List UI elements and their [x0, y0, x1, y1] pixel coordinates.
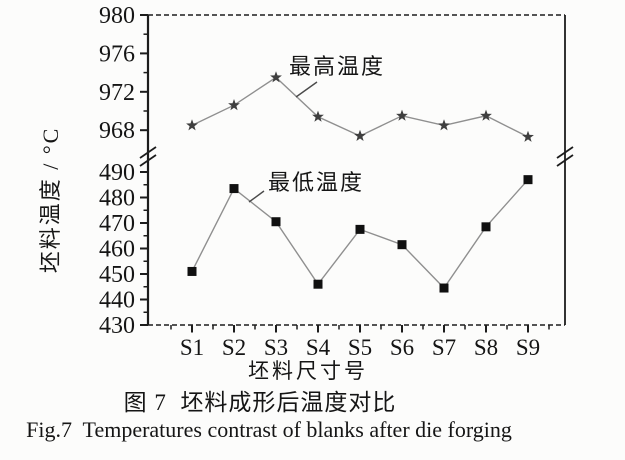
- series-label-max-temp: 最高温度: [289, 54, 385, 79]
- annotation-leader-line: [248, 190, 265, 203]
- y-tick-label: 976: [99, 41, 135, 67]
- marker-star: [438, 119, 450, 131]
- x-tick-label: S5: [348, 335, 372, 360]
- marker-star: [228, 99, 240, 111]
- y-tick-label: 460: [99, 237, 135, 263]
- marker-square: [229, 184, 239, 194]
- x-tick-label: S1: [180, 335, 204, 360]
- series-line-max-temp: [191, 76, 529, 138]
- figure-caption-cn: 图 7 坯料成形后温度对比: [123, 390, 397, 415]
- x-tick-label: S7: [432, 335, 456, 360]
- marker-star: [480, 109, 492, 121]
- marker-star: [522, 130, 534, 142]
- marker-star: [312, 110, 324, 122]
- marker-square: [187, 266, 197, 276]
- x-axis-label: 坯料尺寸号: [248, 359, 368, 383]
- x-tick-label: S6: [390, 335, 414, 360]
- x-tick-label: S9: [516, 335, 540, 360]
- marker-star: [270, 71, 282, 83]
- y-tick-label: 480: [99, 186, 135, 212]
- y-tick-label: 980: [99, 3, 135, 29]
- y-tick-label: 440: [99, 288, 135, 314]
- y-tick-label: 430: [99, 313, 135, 339]
- y-tick-label: 450: [99, 262, 135, 288]
- marker-star: [186, 119, 198, 131]
- y-tick-label: 470: [99, 211, 135, 237]
- marker-star: [396, 109, 408, 121]
- marker-square: [271, 217, 281, 227]
- x-tick-label: S8: [474, 335, 498, 360]
- annotation-leader-line: [295, 81, 318, 98]
- y-tick-label: 968: [99, 118, 135, 144]
- x-tick-label: S4: [306, 335, 331, 360]
- marker-star: [354, 129, 366, 141]
- marker-square: [313, 279, 323, 289]
- y-axis-label: 坯料温度 / °C: [38, 127, 63, 274]
- y-tick-label: 490: [99, 160, 135, 186]
- x-tick-label: S3: [264, 335, 288, 360]
- marker-square: [439, 283, 449, 293]
- marker-square: [397, 240, 407, 250]
- marker-square: [523, 175, 533, 185]
- marker-square: [355, 224, 365, 234]
- y-tick-label: 972: [99, 80, 135, 106]
- marker-square: [481, 222, 491, 232]
- figure-caption-en: Fig.7 Temperatures contrast of blanks af…: [26, 417, 512, 442]
- x-tick-label: S2: [222, 335, 246, 360]
- series-label-min-temp: 最低温度: [268, 170, 364, 195]
